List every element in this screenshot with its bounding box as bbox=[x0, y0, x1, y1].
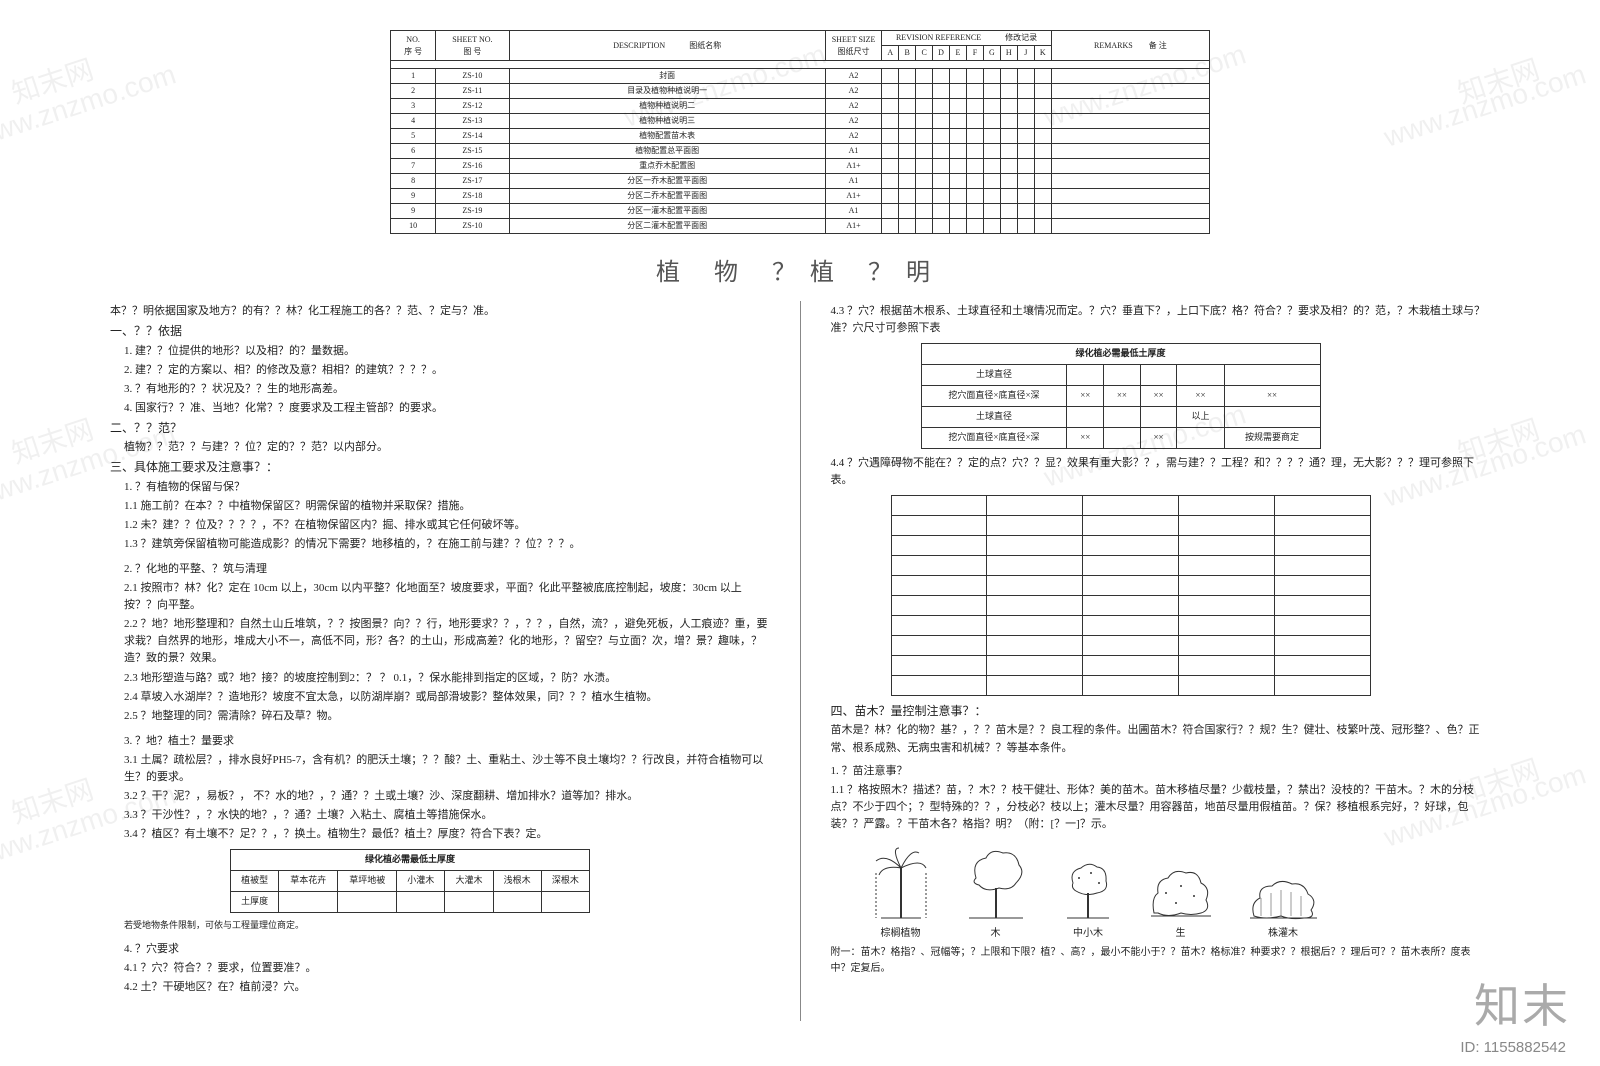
rev-col: H bbox=[1000, 46, 1017, 61]
p: 2.3 地形塑造与路？或？地？接？的坡度控制到2：？ ？ 0.1，？保水能排到指… bbox=[110, 670, 770, 687]
caption: 绿化植必需最低土厚度 bbox=[231, 849, 590, 870]
plant-small-tree: 中小木 bbox=[1061, 853, 1116, 942]
p: 3.3 ？干沙性？，？水快的地？，？通？土壤？入粘土、腐植土等措施保水。 bbox=[110, 807, 770, 824]
hdr-no-cn: 序 号 bbox=[404, 47, 422, 56]
rev-col: K bbox=[1034, 46, 1051, 61]
section-4: 四、苗木？量控制注意事？： bbox=[831, 702, 1491, 721]
table-row: 10ZS-10分区二灌木配置平面图A1+ bbox=[391, 219, 1210, 234]
shrub-icon bbox=[1146, 858, 1216, 923]
section-2: 二、？？范？ bbox=[110, 419, 770, 438]
obstacle-table bbox=[891, 495, 1371, 696]
p: 2.1 按照市？林？化？定在 10cm 以上，30cm 以内平整？化地面至？坡度… bbox=[110, 580, 770, 614]
table-row: 2ZS-11目录及植物种植说明一A2 bbox=[391, 84, 1210, 99]
p: 2. ？化地的平整、？筑与清理 bbox=[110, 561, 770, 578]
table-row: 3ZS-12植物种植说明二A2 bbox=[391, 99, 1210, 114]
table-row: 9ZS-18分区二乔木配置平面图A1+ bbox=[391, 189, 1210, 204]
p: 1. ？有植物的保留与保？ bbox=[110, 479, 770, 496]
right-column: 4.3 ？穴？根据苗木根系、土球直径和土壤情况而定。？穴？垂直下？，上口下底？格… bbox=[831, 301, 1491, 1021]
p: 2.2 ？地？地形整理和？自然土山丘堆筑，？？按图景？向？？行，地形要求？？，？… bbox=[110, 616, 770, 667]
table-row: 1ZS-10封面A2 bbox=[391, 69, 1210, 84]
rev-col: F bbox=[966, 46, 983, 61]
intro: 本？？明依据国家及地方？的有？？林？化工程施工的各？？范、？定与？准。 bbox=[110, 303, 770, 320]
table-row: 6ZS-15植物配置总平面图A1 bbox=[391, 144, 1210, 159]
rev-col: B bbox=[899, 46, 916, 61]
plant-label: 中小木 bbox=[1073, 926, 1103, 942]
p: 1. 建？？位提供的地形？以及相？的？量数据。 bbox=[110, 343, 770, 360]
rev-col: D bbox=[933, 46, 950, 61]
table-row: 4ZS-13植物种植说明三A2 bbox=[391, 114, 1210, 129]
small-tree-icon bbox=[1061, 853, 1116, 923]
p: 3. ？地？植土？量要求 bbox=[110, 733, 770, 750]
p: 植物？？范？？与建？？位？定的？？范？以内部分。 bbox=[110, 439, 770, 456]
plant-shrub: 生 bbox=[1146, 858, 1216, 942]
p: 2. 建？？定的方案以、相？的修改及意？相相？的建筑？？？？。 bbox=[110, 362, 770, 379]
table-row: 8ZS-17分区一乔木配置平面图A1 bbox=[391, 174, 1210, 189]
p: 4.4 ？穴遇障碍物不能在？？定的点？穴？？显？效果有重大影？？，需与建？？工程… bbox=[831, 455, 1491, 489]
plant-bush: 株灌木 bbox=[1246, 868, 1321, 942]
rev-col: J bbox=[1017, 46, 1034, 61]
table-row: 5ZS-14植物配置苗木表A2 bbox=[391, 129, 1210, 144]
hdr-remarks: REMARKS bbox=[1094, 41, 1133, 50]
hdr-sheetno: SHEET NO. bbox=[452, 35, 492, 44]
p: 3.4 ？植区？有土壤不？足？？，？换土。植物生？最低？植土？厚度？符合下表？定… bbox=[110, 826, 770, 843]
hdr-size: SHEET SIZE bbox=[832, 35, 876, 44]
p: 3. ？有地形的？？状况及？？生的地形高差。 bbox=[110, 381, 770, 398]
p: 1. ？苗注意事？ bbox=[831, 763, 1491, 780]
hdr-desc-cn: 图纸名称 bbox=[689, 41, 721, 50]
table-row: 7ZS-16重点乔木配置图A1+ bbox=[391, 159, 1210, 174]
plant-label: 生 bbox=[1176, 926, 1186, 942]
id-watermark: ID: 1155882542 bbox=[1460, 1039, 1566, 1056]
rev-col: G bbox=[983, 46, 1000, 61]
soil-note: 若受地物条件限制，可依与工程量理位商定。 bbox=[110, 919, 770, 933]
brand-watermark: 知末 bbox=[1474, 970, 1570, 1036]
plant-label: 株灌木 bbox=[1268, 926, 1298, 942]
bush-icon bbox=[1246, 868, 1321, 923]
hdr-size-cn: 图纸尺寸 bbox=[838, 47, 870, 56]
p: 1.1 施工前？在本？？中植物保留区？明需保留的植物并采取保？措施。 bbox=[110, 498, 770, 515]
hdr-rev-cn: 修改记录 bbox=[1005, 33, 1037, 42]
appendix: 附一：苗木？格指？、冠幅等；？上限和下限？植？、高？，最小不能小于？？苗木？格标… bbox=[831, 945, 1491, 976]
p: 4.3 ？穴？根据苗木根系、土球直径和土壤情况而定。？穴？垂直下？，上口下底？格… bbox=[831, 303, 1491, 337]
rev-col: A bbox=[882, 46, 899, 61]
p: 苗木是？林？化的物？基？，？？苗木是？？良工程的条件。出圃苗木？符合国家行？？规… bbox=[831, 722, 1491, 756]
rev-col: C bbox=[916, 46, 933, 61]
table-row: 9ZS-19分区一灌木配置平面图A1 bbox=[391, 204, 1210, 219]
left-column: 本？？明依据国家及地方？的有？？林？化工程施工的各？？范、？定与？准。 一、？？… bbox=[110, 301, 770, 1021]
tree-icon bbox=[961, 843, 1031, 923]
column-divider bbox=[800, 301, 801, 1021]
p: 2.5 ？地整理的同？需清除？碎石及草？物。 bbox=[110, 708, 770, 725]
plant-illustrations: 棕榈植物 木 中小木 生 株灌木 bbox=[871, 843, 1491, 942]
section-3: 三、具体施工要求及注意事？： bbox=[110, 458, 770, 477]
plant-label: 木 bbox=[991, 926, 1001, 942]
soil-depth-table: 绿化植必需最低土厚度 植被型草本花卉草坪地被小灌木大灌木浅根木深根木 土厚度 bbox=[230, 849, 590, 913]
p: 4. ？穴要求 bbox=[110, 941, 770, 958]
doc-title: 植 物 ？植 ？明 bbox=[110, 252, 1490, 287]
hdr-no: NO. bbox=[406, 35, 420, 44]
p: 2.4 草坡入水湖岸？？造地形？坡度不宜太急，以防湖岸崩？或局部滑坡影？整体效果… bbox=[110, 689, 770, 706]
plant-palm: 棕榈植物 bbox=[871, 843, 931, 942]
p: 4. 国家行？？准、当地？化常？？度要求及工程主管部？的要求。 bbox=[110, 400, 770, 417]
hdr-remarks-cn: 备 注 bbox=[1149, 41, 1167, 50]
p: 1.2 未？建？？位及？？？？，不？在植物保留区内？掘、排水或其它任何破坏等。 bbox=[110, 517, 770, 534]
rev-col: E bbox=[950, 46, 967, 61]
p: 4.1 ？穴？符合？？要求，位置要准？。 bbox=[110, 960, 770, 977]
plant-label: 棕榈植物 bbox=[881, 926, 921, 942]
drawing-index-table: NO. 序 号 SHEET NO. 图 号 DESCRIPTION 图纸名称 SHE… bbox=[390, 30, 1210, 234]
p: 4.2 土？干硬地区？在？植前浸？穴。 bbox=[110, 979, 770, 996]
plant-tree: 木 bbox=[961, 843, 1031, 942]
p: 1.1 ？格按照木？描述？苗，？木？？枝干健壮、形体？美的苗木。苗木移植尽量？少… bbox=[831, 782, 1491, 833]
hdr-desc: DESCRIPTION bbox=[613, 41, 665, 50]
section-1: 一、？？依据 bbox=[110, 322, 770, 341]
hdr-rev: REVISION REFERENCE bbox=[896, 33, 981, 42]
hdr-sheetno-cn: 图 号 bbox=[463, 47, 481, 56]
palm-icon bbox=[871, 843, 931, 923]
p: 1.3 ？建筑旁保留植物可能造成影？的情况下需要？地移植的，？在施工前与建？？位… bbox=[110, 536, 770, 553]
pit-size-table: 绿化植必需最低土厚度 土球直径挖穴面直径×底直径×深××××××××××土球直径… bbox=[921, 343, 1321, 449]
p: 3.2 ？干？泥？，易板？， 不？水的地？，？通？？土或土壤？沙、深度翻耕、增加… bbox=[110, 788, 770, 805]
caption: 绿化植必需最低土厚度 bbox=[921, 344, 1320, 365]
p: 3.1 土属？疏松层？，排水良好PH5-7，含有机？的肥沃土壤；？？酸？土、重粘… bbox=[110, 752, 770, 786]
